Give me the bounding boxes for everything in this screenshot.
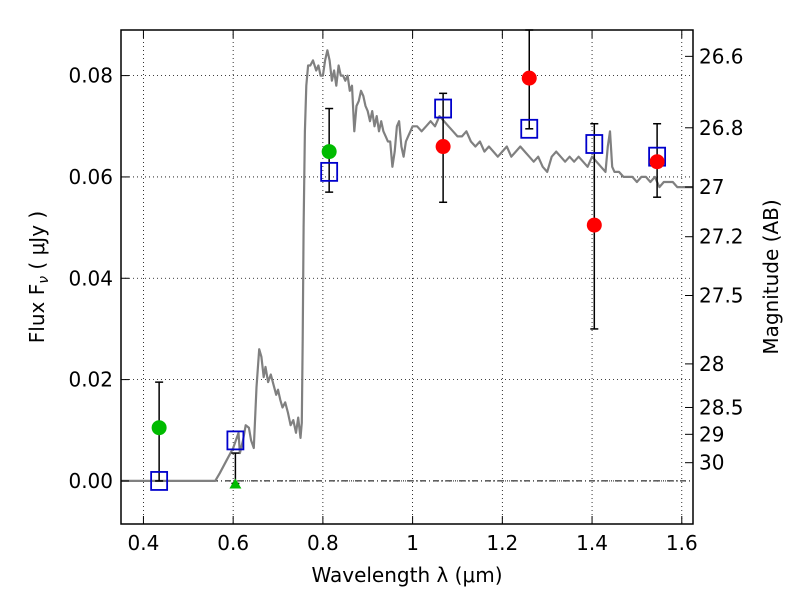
plot-frame (120, 29, 694, 525)
model-sed-line (121, 49, 693, 482)
y2-tick-label: 29 (699, 422, 724, 446)
square-marker (520, 118, 539, 139)
y-tick-label: 0.06 (68, 165, 113, 189)
model-sed-layer (121, 49, 693, 482)
y-axis-title-unit: ( μJy ) (25, 211, 49, 276)
y2-tick-label: 30 (699, 451, 724, 475)
circle-marker (521, 70, 537, 86)
x-axis-ticks: 0.4 0.6 0.8 1 1.2 1.4 1.6 (128, 30, 698, 555)
x-tick-label: 0.6 (217, 531, 249, 555)
circle-marker (586, 217, 602, 233)
y2-tick-label: 27 (699, 175, 724, 199)
y-tick-label: 0.04 (68, 266, 113, 290)
square-marker (585, 134, 604, 154)
triangle-marker (229, 478, 242, 489)
y-axis-ticks: 0.00 0.02 0.04 0.06 0.08 (68, 64, 129, 493)
x-tick-label: 1 (406, 531, 419, 555)
circle-marker (649, 154, 665, 170)
x-tick-label: 1.4 (576, 531, 608, 555)
x-tick-label: 1.2 (486, 531, 518, 555)
x-tick-label: 0.8 (307, 531, 339, 555)
y2-tick-label: 28 (699, 352, 724, 376)
circle-marker (321, 144, 337, 160)
grid-lines (121, 30, 693, 524)
y2-axis-ticks: 26.6 26.8 27 27.2 27.5 28 28.5 29 30 (685, 44, 744, 475)
square-marker (320, 161, 339, 182)
square-marker (434, 98, 453, 119)
circle-marker (151, 420, 167, 436)
x-axis-title: Wavelength λ (μm) (311, 563, 502, 587)
square-marker (226, 430, 245, 451)
square-marker (150, 471, 169, 491)
y2-tick-label: 26.8 (699, 116, 744, 140)
y2-tick-label: 26.6 (699, 44, 744, 68)
y-tick-label: 0.08 (68, 64, 113, 88)
markers-layer (150, 70, 667, 491)
circle-marker (435, 139, 451, 155)
x-tick-label: 0.4 (128, 531, 160, 555)
y-axis-title-main: Flux F (25, 284, 49, 343)
y2-tick-label: 27.5 (699, 283, 744, 307)
y-tick-label: 0.02 (68, 368, 113, 392)
errorbars-layer (155, 29, 662, 485)
y2-tick-label: 27.2 (699, 225, 744, 249)
y-axis-title-subscript: ν (36, 276, 52, 284)
y-tick-label: 0.00 (68, 469, 113, 493)
y2-axis-title: Magnitude (AB) (759, 199, 783, 354)
y2-tick-label: 28.5 (699, 395, 744, 419)
y-axis-title: Flux Fν ( μJy ) (25, 211, 52, 343)
x-tick-label: 1.6 (666, 531, 698, 555)
